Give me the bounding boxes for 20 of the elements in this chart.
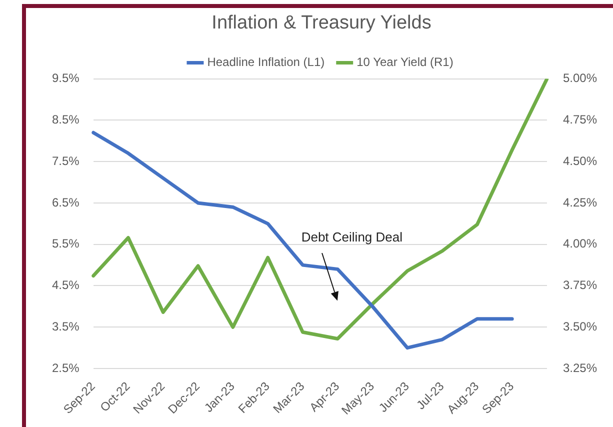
y2-tick-label: 3.50% xyxy=(562,319,598,334)
y2-tick-label: 3.75% xyxy=(562,278,598,292)
legend-label: Headline Inflation (L1) xyxy=(207,55,325,70)
y2-tick-label: 5.00% xyxy=(562,71,598,86)
y2-tick-label: 3.25% xyxy=(562,360,598,375)
y-tick-label: 7.5% xyxy=(52,154,80,168)
legend-label: 10 Year Yield (R1) xyxy=(356,55,454,70)
y-tick-label: 3.5% xyxy=(52,319,80,334)
chart-title: Inflation & Treasury Yields xyxy=(212,12,432,34)
y2-tick-label: 4.00% xyxy=(562,236,598,251)
y-tick-label: 2.5% xyxy=(52,360,80,375)
annotation: Debt Ceiling Deal xyxy=(301,230,403,245)
y-tick-label: 8.5% xyxy=(52,112,80,126)
y-tick-label: 6.5% xyxy=(52,195,80,210)
y2-tick-label: 4.25% xyxy=(562,195,598,210)
y-tick-label: 9.5% xyxy=(52,71,80,86)
y-tick-label: 5.5% xyxy=(52,236,80,251)
y2-tick-label: 4.50% xyxy=(562,154,598,168)
y-tick-label: 4.5% xyxy=(52,278,80,292)
y2-tick-label: 4.75% xyxy=(562,112,598,126)
